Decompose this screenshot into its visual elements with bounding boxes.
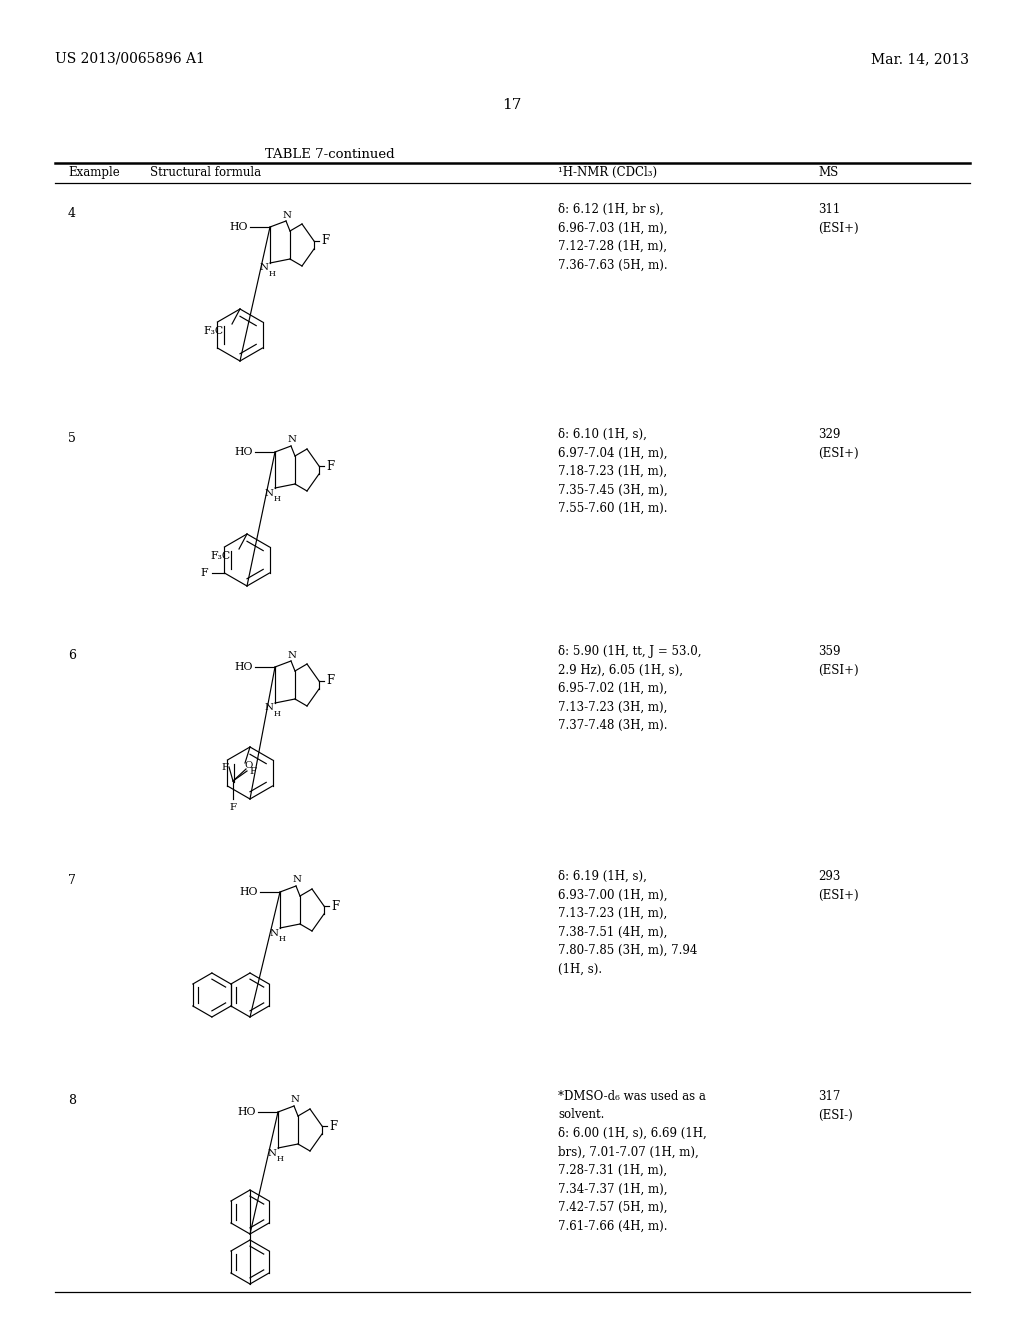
Text: F: F bbox=[331, 899, 339, 912]
Text: US 2013/0065896 A1: US 2013/0065896 A1 bbox=[55, 51, 205, 66]
Text: F: F bbox=[329, 1119, 337, 1133]
Text: TABLE 7-continued: TABLE 7-continued bbox=[265, 148, 395, 161]
Text: 359
(ESI+): 359 (ESI+) bbox=[818, 645, 859, 676]
Text: N: N bbox=[264, 704, 273, 713]
Text: HO: HO bbox=[229, 222, 248, 232]
Text: H: H bbox=[268, 271, 275, 279]
Text: N: N bbox=[264, 488, 273, 498]
Text: HO: HO bbox=[234, 663, 253, 672]
Text: 293
(ESI+): 293 (ESI+) bbox=[818, 870, 859, 902]
Text: N: N bbox=[267, 1148, 276, 1158]
Text: 329
(ESI+): 329 (ESI+) bbox=[818, 428, 859, 459]
Text: 17: 17 bbox=[503, 98, 521, 112]
Text: H: H bbox=[273, 495, 281, 503]
Text: H: H bbox=[273, 710, 281, 718]
Text: 317
(ESI-): 317 (ESI-) bbox=[818, 1090, 853, 1122]
Text: δ: 6.12 (1H, br s),
6.96-7.03 (1H, m),
7.12-7.28 (1H, m),
7.36-7.63 (5H, m).: δ: 6.12 (1H, br s), 6.96-7.03 (1H, m), 7… bbox=[558, 203, 668, 272]
Text: Example: Example bbox=[68, 166, 120, 180]
Text: 4: 4 bbox=[68, 207, 76, 220]
Text: Mar. 14, 2013: Mar. 14, 2013 bbox=[871, 51, 969, 66]
Text: HO: HO bbox=[240, 887, 258, 898]
Text: H: H bbox=[276, 1155, 284, 1163]
Text: F: F bbox=[250, 767, 256, 776]
Text: F₃C: F₃C bbox=[204, 326, 224, 337]
Text: F: F bbox=[229, 803, 237, 812]
Text: N: N bbox=[283, 210, 292, 219]
Text: N: N bbox=[259, 264, 268, 272]
Text: N: N bbox=[293, 875, 301, 884]
Text: H: H bbox=[279, 935, 286, 942]
Text: 7: 7 bbox=[68, 874, 76, 887]
Text: N: N bbox=[291, 1096, 299, 1105]
Text: 8: 8 bbox=[68, 1094, 76, 1107]
Text: δ: 5.90 (1H, tt, J = 53.0,
2.9 Hz), 6.05 (1H, s),
6.95-7.02 (1H, m),
7.13-7.23 (: δ: 5.90 (1H, tt, J = 53.0, 2.9 Hz), 6.05… bbox=[558, 645, 701, 733]
Text: N: N bbox=[288, 436, 297, 445]
Text: δ: 6.10 (1H, s),
6.97-7.04 (1H, m),
7.18-7.23 (1H, m),
7.35-7.45 (3H, m),
7.55-7: δ: 6.10 (1H, s), 6.97-7.04 (1H, m), 7.18… bbox=[558, 428, 668, 515]
Text: *DMSO-d₆ was used as a
solvent.
δ: 6.00 (1H, s), 6.69 (1H,
brs), 7.01-7.07 (1H, : *DMSO-d₆ was used as a solvent. δ: 6.00 … bbox=[558, 1090, 707, 1233]
Text: HO: HO bbox=[234, 447, 253, 457]
Text: F: F bbox=[201, 568, 209, 578]
Text: HO: HO bbox=[238, 1107, 256, 1117]
Text: N: N bbox=[288, 651, 297, 660]
Text: O: O bbox=[245, 760, 253, 770]
Text: ¹H-NMR (CDCl₃): ¹H-NMR (CDCl₃) bbox=[558, 166, 657, 180]
Text: Structural formula: Structural formula bbox=[150, 166, 261, 180]
Text: F₃C: F₃C bbox=[211, 550, 231, 561]
Text: F: F bbox=[221, 763, 228, 771]
Text: MS: MS bbox=[818, 166, 839, 180]
Text: δ: 6.19 (1H, s),
6.93-7.00 (1H, m),
7.13-7.23 (1H, m),
7.38-7.51 (4H, m),
7.80-7: δ: 6.19 (1H, s), 6.93-7.00 (1H, m), 7.13… bbox=[558, 870, 697, 975]
Text: N: N bbox=[269, 928, 279, 937]
Text: 5: 5 bbox=[68, 432, 76, 445]
Text: 6: 6 bbox=[68, 649, 76, 663]
Text: F: F bbox=[326, 675, 334, 688]
Text: F: F bbox=[326, 459, 334, 473]
Text: 311
(ESI+): 311 (ESI+) bbox=[818, 203, 859, 235]
Text: F: F bbox=[321, 235, 329, 248]
